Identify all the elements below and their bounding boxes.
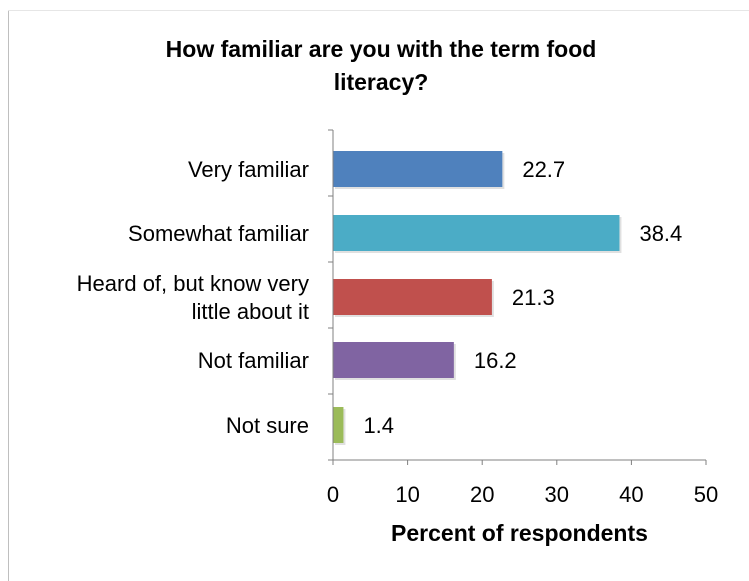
x-tick-label: 30 xyxy=(545,482,569,507)
x-tick-label: 40 xyxy=(619,482,643,507)
x-axis-label: Percent of respondents xyxy=(391,520,648,546)
x-tick-label: 20 xyxy=(470,482,494,507)
value-label: 22.7 xyxy=(522,157,565,182)
bar xyxy=(333,342,454,378)
value-label: 16.2 xyxy=(474,348,517,373)
x-tick-label: 0 xyxy=(327,482,339,507)
axes xyxy=(328,129,707,465)
bar xyxy=(333,215,620,251)
category-labels: Very familiar Somewhat familiar Heard of, … xyxy=(77,157,309,438)
category-label: Very familiar xyxy=(188,157,309,182)
x-tick-label: 50 xyxy=(694,482,718,507)
bars xyxy=(333,151,622,445)
value-label: 38.4 xyxy=(639,221,682,246)
category-label: little about it xyxy=(192,299,309,324)
value-label: 21.3 xyxy=(512,285,555,310)
bar xyxy=(333,151,503,187)
x-tick-label: 10 xyxy=(395,482,419,507)
category-label: Not familiar xyxy=(198,348,309,373)
x-tick-labels: 0 10 20 30 40 50 xyxy=(327,482,718,507)
top-border-line xyxy=(8,10,749,11)
chart-title-line: How familiar are you with the term food xyxy=(166,36,597,62)
left-border-line xyxy=(8,10,9,581)
bar xyxy=(333,407,344,443)
value-labels: 22.7 38.4 21.3 16.2 1.4 xyxy=(363,157,682,438)
value-label: 1.4 xyxy=(363,413,394,438)
category-label: Heard of, but know very xyxy=(77,271,309,296)
bar xyxy=(333,279,492,315)
category-label: Not sure xyxy=(226,413,309,438)
chart-title: How familiar are you with the term food l… xyxy=(166,36,597,95)
category-label: Somewhat familiar xyxy=(128,221,309,246)
chart-title-line: literacy? xyxy=(334,69,429,95)
